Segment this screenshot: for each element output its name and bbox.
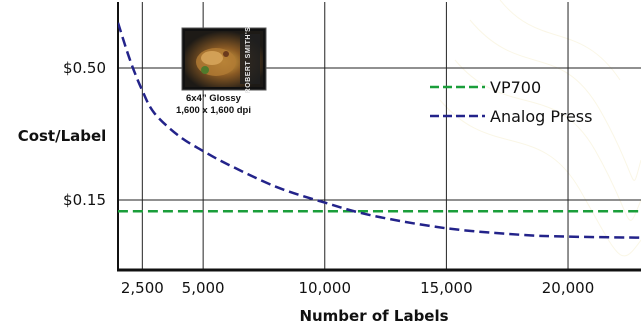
x-tick-label: 5,000 <box>182 279 225 297</box>
y-axis-title: Cost/Label <box>18 127 107 145</box>
legend-label: VP700 <box>490 78 541 97</box>
x-tick-label: 2,500 <box>121 279 164 297</box>
label-thumbnail-annotation: ROBERT SMITH'S 6x4” Glossy 1,600 x 1,600… <box>176 27 267 116</box>
legend-label: Analog Press <box>490 107 592 126</box>
background-waves <box>439 0 641 257</box>
legend: VP700 Analog Press <box>430 78 592 126</box>
thumbnail-caption-size: 6x4” Glossy <box>186 93 242 104</box>
x-tick-label: 15,000 <box>420 279 473 297</box>
thumbnail-brand-text: ROBERT SMITH'S <box>245 27 252 94</box>
thumbnail-caption-dpi: 1,600 x 1,600 dpi <box>176 105 251 116</box>
x-tick-label: 20,000 <box>542 279 595 297</box>
x-axis-title: Number of Labels <box>299 307 448 325</box>
series-layer <box>118 22 641 239</box>
x-tick-label: 10,000 <box>299 279 352 297</box>
x-tick-labels: 2,500 5,000 10,000 15,000 20,000 <box>121 279 594 297</box>
label-thumbnail-icon <box>181 27 267 91</box>
y-tick-label: $0.15 <box>63 191 106 209</box>
y-tick-labels: $0.15 $0.50 <box>63 59 106 209</box>
y-tick-label: $0.50 <box>63 59 106 77</box>
series-line-analog-press <box>118 22 641 239</box>
